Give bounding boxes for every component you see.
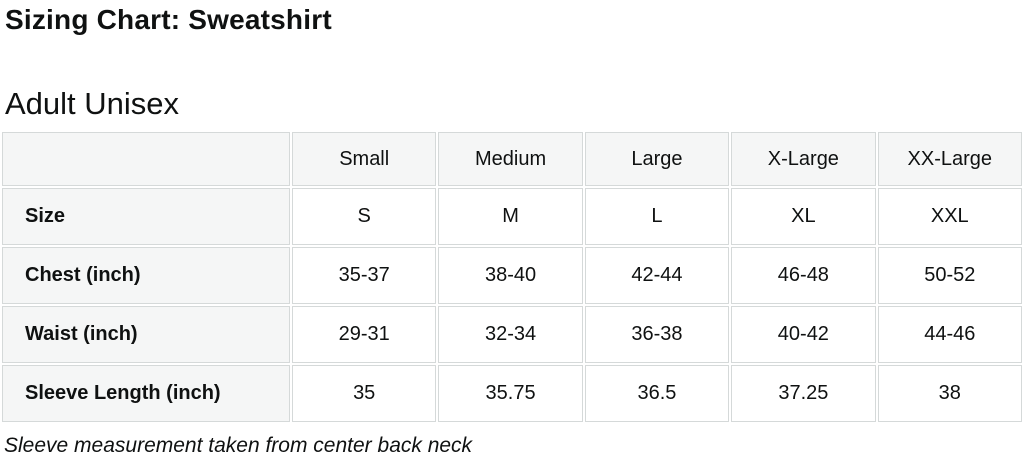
cell-sleeve-xx-large: 38 <box>877 365 1022 422</box>
column-header-large: Large <box>584 132 730 186</box>
cell-sleeve-large: 36.5 <box>584 365 730 422</box>
cell-waist-large: 36-38 <box>584 306 730 363</box>
cell-waist-small: 29-31 <box>292 306 437 363</box>
cell-sleeve-medium: 35.75 <box>438 365 583 422</box>
section-title: Adult Unisex <box>5 86 180 121</box>
cell-chest-x-large: 46-48 <box>731 247 876 304</box>
column-header-xx-large: XX-Large <box>877 132 1022 186</box>
cell-sleeve-small: 35 <box>292 365 437 422</box>
cell-chest-xx-large: 50-52 <box>877 247 1022 304</box>
sizing-table: Small Medium Large X-Large XX-Large Size… <box>0 130 1024 424</box>
row-label-waist: Waist (inch) <box>2 306 290 363</box>
table-row-chest: Chest (inch) 35-37 38-40 42-44 46-48 50-… <box>2 247 1022 304</box>
table-row-sleeve-length: Sleeve Length (inch) 35 35.75 36.5 37.25… <box>2 365 1022 422</box>
cell-waist-xx-large: 44-46 <box>877 306 1022 363</box>
cell-size-large: L <box>584 188 730 245</box>
cell-chest-small: 35-37 <box>292 247 437 304</box>
column-header-medium: Medium <box>438 132 583 186</box>
cell-size-small: S <box>292 188 437 245</box>
row-label-size: Size <box>2 188 290 245</box>
table-row-size: Size S M L XL XXL <box>2 188 1022 245</box>
cell-waist-x-large: 40-42 <box>731 306 876 363</box>
row-label-sleeve-length: Sleeve Length (inch) <box>2 365 290 422</box>
page-title: Sizing Chart: Sweatshirt <box>5 4 332 35</box>
corner-cell <box>2 132 290 186</box>
column-header-small: Small <box>292 132 437 186</box>
cell-size-xx-large: XXL <box>877 188 1022 245</box>
cell-size-x-large: XL <box>731 188 876 245</box>
table-row-waist: Waist (inch) 29-31 32-34 36-38 40-42 44-… <box>2 306 1022 363</box>
column-header-x-large: X-Large <box>731 132 876 186</box>
cell-size-medium: M <box>438 188 583 245</box>
cell-chest-large: 42-44 <box>584 247 730 304</box>
footnote: Sleeve measurement taken from center bac… <box>4 434 473 457</box>
cell-chest-medium: 38-40 <box>438 247 583 304</box>
cell-waist-medium: 32-34 <box>438 306 583 363</box>
table-header-row: Small Medium Large X-Large XX-Large <box>2 132 1022 186</box>
row-label-chest: Chest (inch) <box>2 247 290 304</box>
cell-sleeve-x-large: 37.25 <box>731 365 876 422</box>
